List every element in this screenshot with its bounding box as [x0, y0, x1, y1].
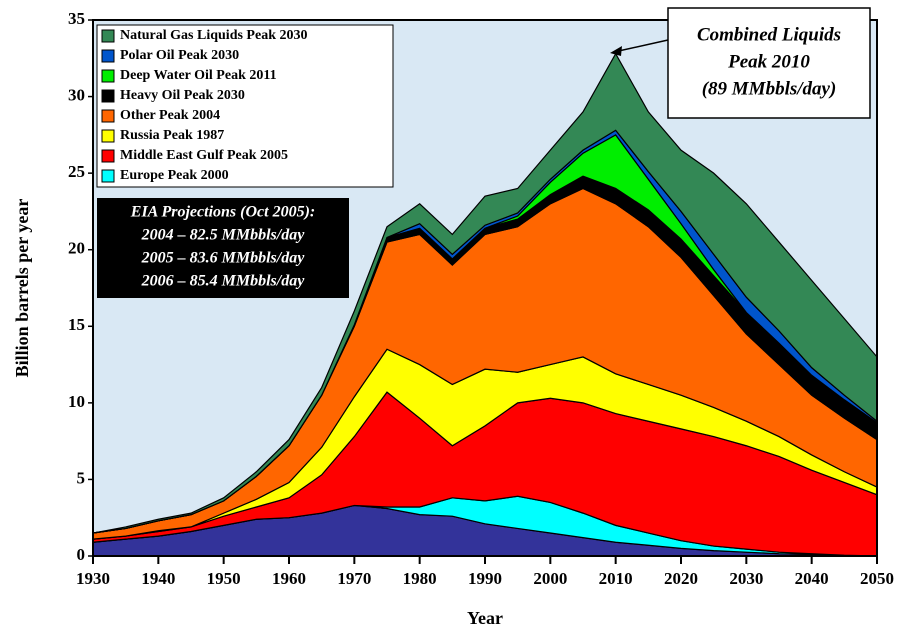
x-tick-label: 1940 [141, 569, 175, 588]
y-tick-label: 5 [77, 468, 86, 487]
eia-box [97, 198, 349, 298]
peak-annotation: Peak 2010 [727, 51, 810, 72]
eia-annotation: 2005 – 83.6 MMbbls/day [141, 250, 306, 267]
peak-box [667, 7, 871, 119]
x-tick-label: 1930 [76, 569, 110, 588]
legend-swatch [101, 149, 115, 163]
x-tick-label: 2020 [664, 569, 698, 588]
legend-label: Other Peak 2004 [120, 108, 220, 123]
y-tick-label: 20 [68, 239, 85, 258]
eia-annotation: EIA Projections (Oct 2005): [130, 204, 315, 221]
peak-annotation: Combined Liquids [697, 24, 841, 45]
legend-swatch [101, 49, 115, 63]
legend-swatch [101, 29, 115, 43]
x-tick-label: 2050 [860, 569, 894, 588]
x-tick-label: 1950 [207, 569, 241, 588]
y-tick-label: 15 [68, 315, 85, 334]
x-tick-label: 1990 [468, 569, 502, 588]
legend-label: Heavy Oil Peak 2030 [120, 88, 245, 103]
eia-annotation: 2006 – 85.4 MMbbls/day [141, 273, 306, 290]
legend-swatch [101, 89, 115, 103]
legend-label: Natural Gas Liquids Peak 2030 [120, 28, 307, 43]
y-tick-label: 0 [77, 545, 86, 564]
x-axis-label: Year [467, 608, 503, 628]
legend-label: Russia Peak 1987 [120, 128, 224, 143]
x-tick-label: 2030 [729, 569, 763, 588]
x-tick-label: 2010 [599, 569, 633, 588]
peak-arrow [613, 39, 669, 53]
y-tick-label: 30 [68, 85, 85, 104]
y-tick-label: 10 [68, 392, 85, 411]
legend-swatch [101, 169, 115, 183]
x-tick-label: 2000 [533, 569, 567, 588]
legend-swatch [101, 129, 115, 143]
x-tick-label: 2040 [795, 569, 829, 588]
legend-label: Europe Peak 2000 [120, 168, 229, 183]
peak-annotation: (89 MMbbls/day) [702, 78, 837, 99]
legend [96, 24, 394, 188]
legend-swatch [101, 109, 115, 123]
x-tick-label: 1970 [337, 569, 371, 588]
arrow-head [610, 46, 622, 56]
legend-swatch [101, 69, 115, 83]
legend-label: Deep Water Oil Peak 2011 [120, 68, 277, 83]
legend-label: Polar Oil Peak 2030 [120, 48, 239, 63]
x-tick-label: 1980 [403, 569, 437, 588]
y-tick-label: 25 [68, 162, 85, 181]
legend-label: Middle East Gulf Peak 2005 [120, 148, 288, 163]
eia-annotation: 2004 – 82.5 MMbbls/day [141, 227, 306, 244]
y-tick-label: 35 [68, 9, 85, 28]
y-axis-label: Billion barrels per year [12, 199, 32, 378]
x-tick-label: 1960 [272, 569, 306, 588]
